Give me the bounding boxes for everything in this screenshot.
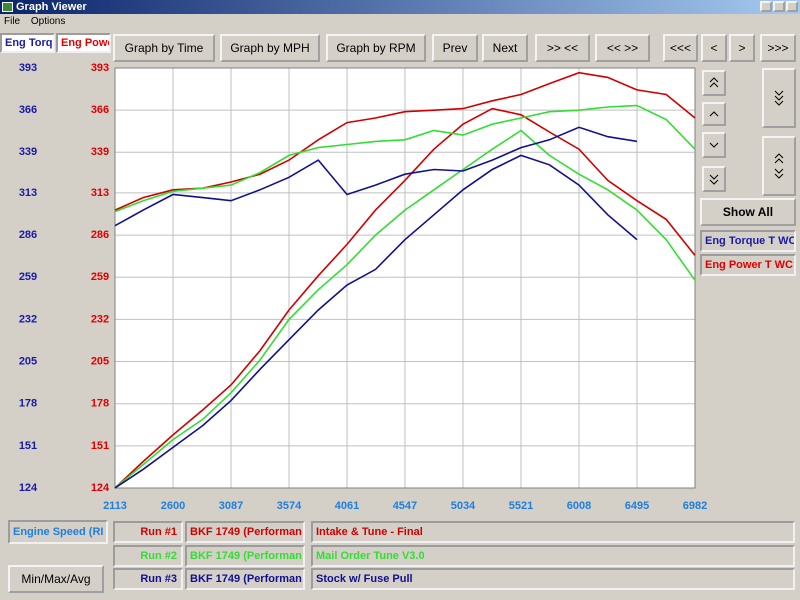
x-tick-label: 3574 (277, 500, 302, 512)
y2-tick-label: 339 (91, 146, 109, 158)
data-line (114, 104, 696, 213)
y-tick-label: 286 (19, 229, 37, 241)
y-tick-label: 393 (19, 62, 37, 74)
channel-torque[interactable]: Eng Torque T WC (700, 230, 796, 252)
x-tick-label: 2113 (103, 500, 127, 512)
x-tick-label: 6982 (683, 500, 707, 512)
x-tick-label: 2600 (161, 500, 185, 512)
scroll-top-button[interactable] (702, 70, 726, 96)
run-label[interactable]: Run #2 (113, 545, 183, 567)
y-tick-label: 313 (19, 187, 37, 199)
torque-axis-header[interactable]: Eng Torq (0, 33, 55, 53)
title-bar: Graph Viewer (0, 0, 800, 14)
y2-tick-label: 313 (91, 187, 109, 199)
y2-tick-label: 286 (91, 229, 109, 241)
scroll-bottom-button[interactable] (702, 166, 726, 192)
y-tick-label: 339 (19, 146, 37, 158)
toolbar-button[interactable]: >>> (760, 34, 796, 62)
icon (709, 174, 719, 185)
y2-tick-label: 366 (91, 104, 109, 116)
power-axis-header[interactable]: Eng Powe (56, 33, 111, 53)
menu-file[interactable]: File (4, 16, 21, 27)
close-button[interactable] (786, 1, 798, 12)
run-label[interactable]: Run #1 (113, 521, 183, 543)
run-vehicle[interactable]: BKF 1749 (Performan (185, 568, 305, 590)
x-tick-label: 4061 (335, 500, 359, 512)
y2-tick-label: 259 (91, 271, 109, 283)
plot-border (114, 67, 696, 489)
run-description[interactable]: Intake & Tune - Final (311, 521, 795, 543)
x-tick-label: 6495 (625, 500, 649, 512)
icon (709, 142, 719, 148)
run-description[interactable]: Stock w/ Fuse Pull (311, 568, 795, 590)
icon (709, 77, 719, 88)
y-tick-label: 178 (19, 398, 37, 410)
restore-button[interactable] (773, 1, 785, 12)
x-tick-label: 4547 (393, 500, 417, 512)
y2-tick-label: 205 (91, 355, 109, 367)
data-line (114, 71, 696, 211)
toolbar-button[interactable]: << >> (595, 34, 650, 62)
run-vehicle[interactable]: BKF 1749 (Performan (185, 521, 305, 543)
min-max-avg-button[interactable]: Min/Max/Avg (8, 565, 104, 593)
show-all-button[interactable]: Show All (700, 198, 796, 226)
toolbar-button[interactable]: Prev (432, 34, 478, 62)
scroll-down-button[interactable] (702, 132, 726, 158)
y2-tick-label: 151 (91, 440, 109, 452)
y2-tick-label: 178 (91, 398, 109, 410)
data-line (114, 154, 638, 489)
icon (774, 153, 784, 179)
toolbar-button[interactable]: <<< (663, 34, 698, 62)
scroll-up-button[interactable] (702, 102, 726, 126)
y-tick-label: 151 (19, 440, 37, 452)
toolbar-button[interactable]: Graph by RPM (326, 34, 426, 62)
expand-button[interactable] (762, 68, 796, 128)
run-vehicle[interactable]: BKF 1749 (Performan (185, 545, 305, 567)
menu-options[interactable]: Options (30, 16, 66, 27)
app-icon (2, 2, 13, 12)
data-line (114, 129, 696, 489)
x-tick-label: 3087 (219, 500, 243, 512)
y-tick-label: 259 (19, 271, 37, 283)
data-line (114, 107, 696, 489)
x-tick-label: 6008 (567, 500, 591, 512)
icon (709, 111, 719, 117)
channel-power[interactable]: Eng Power T WC (700, 254, 796, 276)
y-tick-label: 205 (19, 355, 37, 367)
y-tick-label: 366 (19, 104, 37, 116)
x-tick-label: 5034 (451, 500, 476, 512)
toolbar-button[interactable]: Next (482, 34, 528, 62)
minimize-button[interactable] (760, 1, 772, 12)
y2-tick-label: 232 (91, 313, 109, 325)
run-label[interactable]: Run #3 (113, 568, 183, 590)
toolbar-button[interactable]: > (729, 34, 755, 62)
toolbar-button[interactable]: Graph by Time (113, 34, 215, 62)
x-tick-label: 5521 (509, 500, 533, 512)
icon (774, 90, 784, 106)
y-tick-label: 124 (19, 482, 38, 494)
toolbar-button[interactable]: >> << (535, 34, 590, 62)
x-channel[interactable]: Engine Speed (RI (8, 520, 108, 544)
y2-tick-label: 124 (91, 482, 110, 494)
collapse-button[interactable] (762, 136, 796, 196)
y-tick-label: 232 (19, 313, 37, 325)
data-line (114, 126, 638, 227)
run-description[interactable]: Mail Order Tune V3.0 (311, 545, 795, 567)
menu-bar: File Options (0, 14, 800, 29)
window-title: Graph Viewer (16, 1, 87, 13)
toolbar-button[interactable]: < (701, 34, 727, 62)
y2-tick-label: 393 (91, 62, 109, 74)
toolbar-button[interactable]: Graph by MPH (220, 34, 320, 62)
